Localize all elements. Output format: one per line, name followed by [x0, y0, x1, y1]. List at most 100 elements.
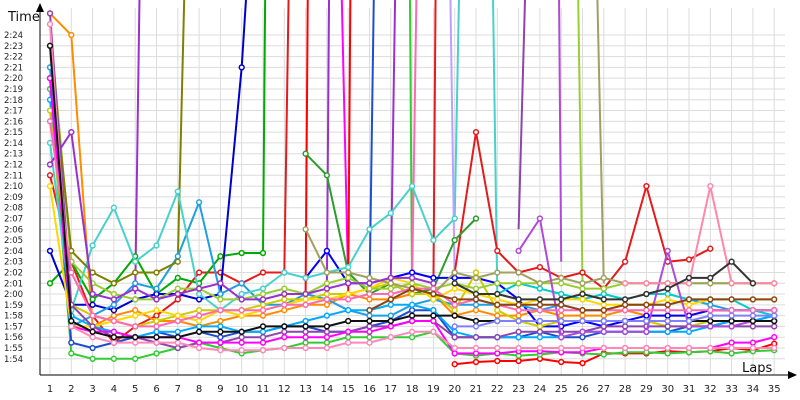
data-point	[323, 296, 331, 303]
data-point	[195, 323, 203, 330]
data-point	[707, 317, 714, 325]
x-tick-label: 32	[704, 384, 717, 395]
data-point	[302, 339, 309, 346]
data-point	[238, 334, 245, 341]
x-tick-label: 19	[427, 384, 440, 395]
data-point	[707, 307, 714, 314]
data-point	[281, 344, 288, 352]
data-point	[366, 328, 373, 335]
data-point	[345, 274, 352, 282]
data-point	[387, 317, 394, 325]
data-point	[451, 280, 458, 287]
data-point	[153, 290, 160, 298]
data-point	[323, 301, 331, 308]
data-point	[664, 323, 671, 330]
data-point	[515, 280, 522, 287]
y-tick-label: 2:10	[4, 182, 23, 192]
y-tick-label: 2:08	[4, 204, 23, 214]
data-point	[323, 323, 331, 330]
data-point	[366, 334, 373, 341]
data-point	[238, 307, 245, 314]
series-26	[621, 182, 778, 287]
data-point	[89, 323, 96, 330]
data-point	[174, 328, 181, 335]
data-point	[771, 307, 778, 314]
series-spike	[283, 0, 290, 273]
series-spike	[449, 0, 456, 284]
data-point	[174, 258, 181, 265]
data-point	[259, 296, 267, 303]
data-point	[323, 285, 331, 292]
data-point	[345, 334, 352, 341]
data-point	[366, 285, 373, 292]
data-point	[621, 280, 629, 287]
series-spike	[325, 0, 331, 284]
data-point	[195, 339, 203, 346]
data-point	[345, 339, 352, 346]
data-point	[515, 312, 522, 319]
data-point	[302, 226, 309, 233]
data-point	[110, 204, 118, 211]
series-line	[369, 287, 775, 312]
data-point	[685, 274, 693, 282]
data-point	[366, 307, 373, 314]
y-tick-label: 2:22	[4, 53, 23, 63]
data-point	[132, 312, 139, 319]
data-point	[472, 290, 480, 298]
data-point	[68, 339, 75, 346]
data-point	[302, 344, 309, 352]
data-point	[472, 128, 480, 136]
data-point	[494, 269, 501, 276]
data-point	[110, 301, 118, 308]
data-point	[515, 247, 522, 255]
data-point	[46, 161, 54, 168]
data-point	[472, 344, 480, 352]
data-point	[132, 355, 139, 362]
data-point	[408, 290, 416, 298]
data-point	[536, 263, 544, 271]
data-point	[536, 296, 544, 303]
data-point	[558, 301, 565, 308]
data-point	[600, 351, 607, 358]
x-tick-label: 18	[406, 384, 419, 395]
data-point	[749, 312, 757, 319]
data-point	[451, 361, 458, 368]
data-point	[749, 307, 757, 314]
data-point	[387, 290, 394, 298]
data-point	[494, 290, 501, 298]
data-point	[89, 242, 96, 249]
data-point	[621, 296, 629, 303]
data-point	[217, 347, 224, 354]
series-spike	[262, 0, 267, 254]
data-point	[387, 285, 394, 292]
data-point	[89, 301, 96, 308]
data-point	[195, 344, 203, 352]
data-point	[366, 280, 373, 287]
data-point	[749, 344, 757, 352]
data-point	[472, 296, 480, 303]
data-point	[558, 358, 565, 366]
data-point	[174, 334, 181, 341]
data-point	[302, 323, 309, 330]
x-tick-label: 22	[491, 384, 504, 395]
data-point	[771, 280, 778, 287]
data-point	[281, 334, 288, 341]
data-point	[685, 296, 693, 303]
data-point	[515, 301, 522, 308]
data-point	[259, 334, 267, 341]
data-point	[217, 317, 224, 325]
data-point	[387, 301, 394, 308]
x-axis-title: Laps	[742, 361, 772, 376]
data-point	[408, 280, 416, 287]
data-point	[259, 249, 267, 257]
data-point	[174, 296, 181, 303]
data-point	[174, 344, 181, 352]
data-point	[366, 317, 373, 325]
data-point	[451, 269, 458, 276]
data-point	[621, 307, 629, 314]
data-point	[621, 344, 629, 352]
data-point	[430, 307, 437, 314]
data-point	[345, 269, 352, 276]
data-point	[664, 350, 671, 357]
x-tick-label: 1	[47, 384, 53, 395]
